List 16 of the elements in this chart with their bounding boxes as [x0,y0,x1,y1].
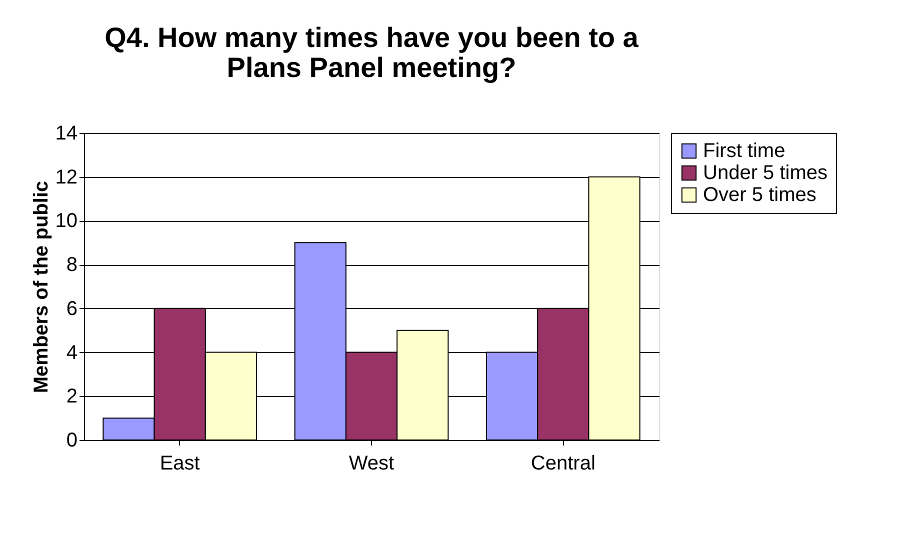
chart-title: Q4. How many times have you been to a Plans Panel meeting? [104,22,639,83]
y-tick-label: 4 [66,342,78,364]
y-tick-label: 10 [55,210,78,232]
y-tick-label: 6 [66,298,78,320]
x-tick-label: Central [530,452,596,474]
y-tick-label: 12 [55,166,78,188]
x-tick-label: East [160,452,200,474]
x-tick-label: West [348,452,395,474]
legend-label: First time [703,140,786,162]
y-axis-title: Members of the public [30,180,52,394]
legend-label: Over 5 times [703,184,816,206]
y-tick-label: 8 [66,254,78,276]
legend-label: Under 5 times [703,162,828,184]
y-tick-label: 0 [66,430,78,452]
y-tick-label: 14 [55,122,78,144]
y-tick-label: 2 [66,386,78,408]
